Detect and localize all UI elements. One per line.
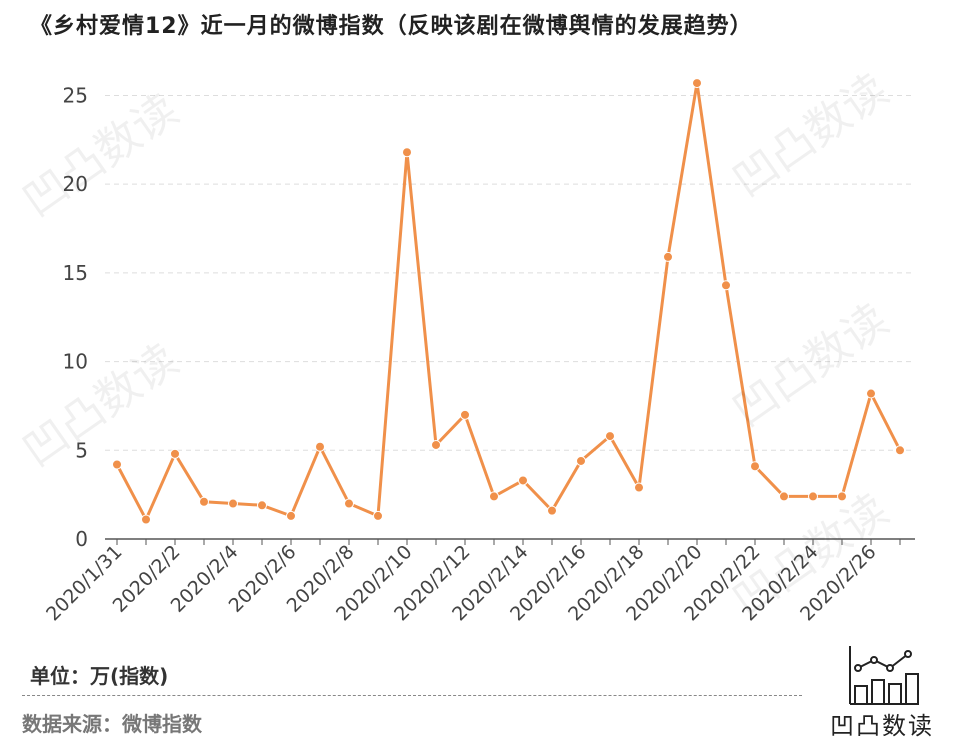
data-point	[141, 514, 151, 525]
data-point	[489, 491, 499, 502]
data-point	[170, 448, 180, 459]
bar-line-icon	[849, 646, 919, 705]
data-point	[315, 441, 325, 452]
data-point	[257, 500, 267, 511]
data-point	[199, 496, 209, 507]
y-axis-ticks: 0 5 10 15 20 25	[63, 83, 88, 551]
footer-divider	[22, 695, 802, 696]
y-tick-label: 20	[63, 172, 88, 196]
data-point	[634, 482, 644, 493]
data-point	[518, 475, 528, 486]
unit-label: 单位：万(指数)	[30, 664, 169, 688]
data-point	[692, 78, 702, 89]
data-point	[895, 445, 905, 456]
data-point	[112, 459, 122, 470]
y-tick-label: 25	[63, 83, 88, 107]
data-point	[547, 505, 557, 516]
brand-logo: 凹凸数读	[822, 640, 942, 744]
data-point	[866, 388, 876, 399]
line-chart: 0 5 10 15 20 25 2020/1/312020/2/22020/2/42020…	[42, 78, 915, 625]
data-point	[663, 251, 673, 262]
x-tick-label: 2020/1/31	[42, 541, 126, 625]
data-point	[808, 491, 818, 502]
data-point	[286, 510, 296, 521]
data-point	[460, 409, 470, 420]
data-point	[228, 498, 238, 509]
y-tick-label: 0	[75, 527, 88, 551]
data-point	[402, 147, 412, 158]
data-point	[576, 455, 586, 466]
y-tick-label: 5	[75, 438, 88, 462]
source-label: 数据来源：微博指数	[22, 712, 202, 736]
data-point	[605, 431, 615, 442]
chart-title: 《乡村爱情12》近一月的微博指数（反映该剧在微博舆情的发展趋势）	[30, 14, 753, 39]
data-point	[373, 510, 383, 521]
data-point	[750, 461, 760, 472]
data-point	[837, 491, 847, 502]
logo-text: 凹凸数读	[830, 712, 934, 740]
data-point	[721, 280, 731, 291]
y-tick-label: 15	[63, 261, 88, 285]
data-point	[344, 498, 354, 509]
data-point	[431, 439, 441, 450]
grid-lines	[105, 94, 915, 451]
y-tick-label: 10	[63, 350, 88, 374]
x-axis-ticks: 2020/1/312020/2/22020/2/42020/2/62020/2/…	[42, 539, 901, 625]
series-line	[115, 81, 902, 521]
series-weibo-index	[112, 78, 905, 525]
data-point	[779, 491, 789, 502]
